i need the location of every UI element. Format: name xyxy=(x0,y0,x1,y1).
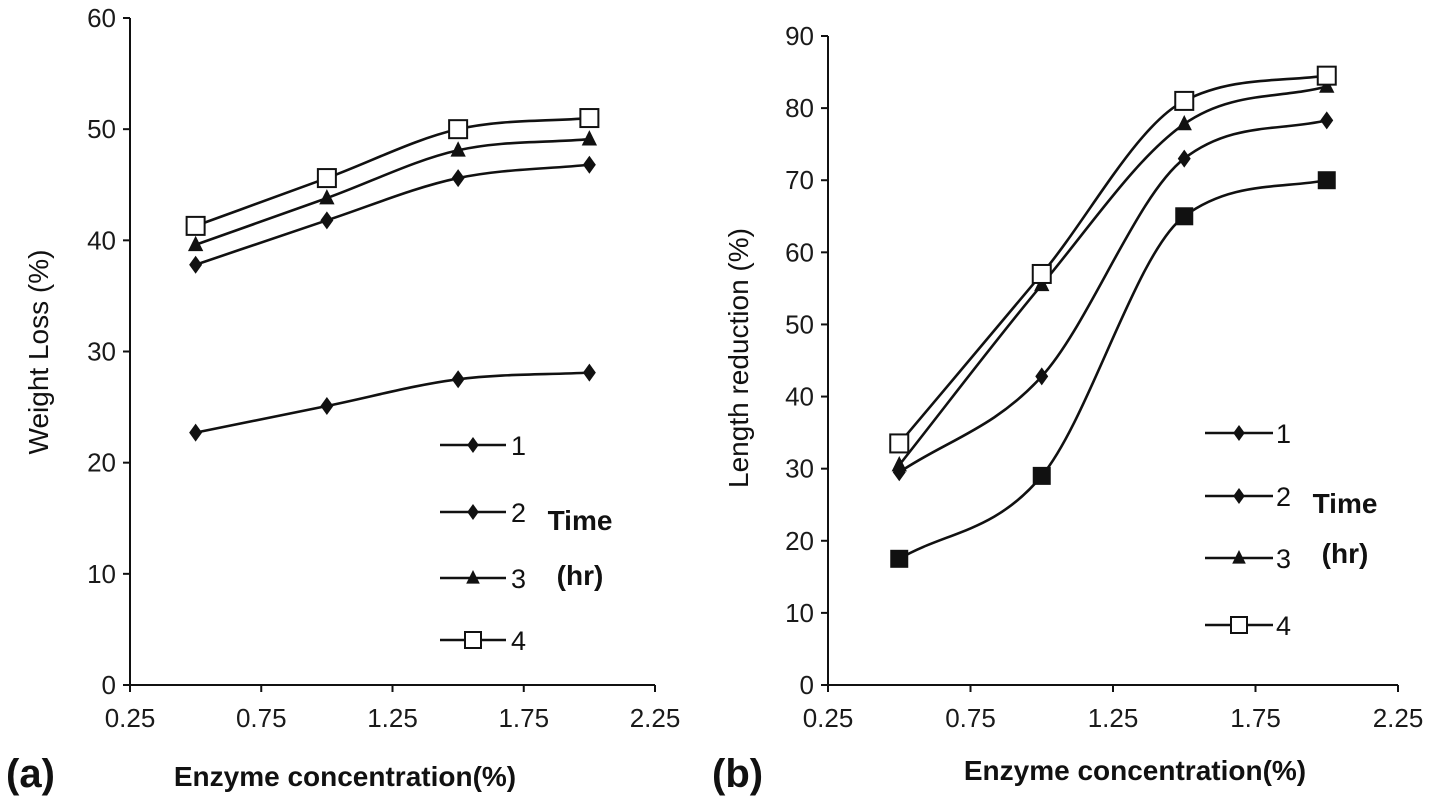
panel-a-chart: 0 10 20 30 40 50 60 0.25 0.75 1.25 1.75 2.25 Enzyme … xyxy=(6,3,680,796)
panel-b-y-tick-label: 90 xyxy=(785,21,814,51)
panel-b-series-1-point xyxy=(1175,207,1194,226)
panel-b-series-4-point xyxy=(1031,263,1052,284)
panel-a-series-3-line xyxy=(195,137,590,247)
panel-b-legend: 1 2 3 4 Time (hr) xyxy=(1205,419,1377,641)
panel-a-series-2-line xyxy=(195,163,590,267)
panel-a-series-3-point xyxy=(187,235,204,252)
panel-a-legend-marker-4 xyxy=(464,631,482,649)
panel-b-series-1-point xyxy=(890,549,909,568)
panel-a-series-1-point xyxy=(320,396,334,415)
panel-a-series-4-point xyxy=(579,108,600,129)
panel-b-series-2-point xyxy=(1320,111,1334,130)
panel-b-y-tick-label: 70 xyxy=(785,165,814,195)
panel-b-y-tick-label: 80 xyxy=(785,93,814,123)
panel-a-series-4-point xyxy=(316,168,337,189)
panel-b-series-1-point xyxy=(1032,466,1051,485)
panel-b-x-tick-label: 0.75 xyxy=(945,703,996,733)
panel-b-series-2-point xyxy=(1035,367,1049,386)
panel-a-x-tick-label: 1.25 xyxy=(367,703,418,733)
panel-b-series-3-point xyxy=(891,456,907,472)
panel-b-series-3-point xyxy=(1176,114,1192,131)
panel-a-x-axis-label: Enzyme concentration(%) xyxy=(174,761,516,792)
panel-a-y-tick-label: 40 xyxy=(87,225,116,255)
panel-b-legend-marker-3 xyxy=(1232,550,1246,564)
panel-a-y-tick-label: 0 xyxy=(102,670,116,700)
panel-a-label: (a) xyxy=(6,752,55,796)
panel-b-x-tick-label: 1.25 xyxy=(1088,703,1139,733)
panel-a-legend-marker-3 xyxy=(466,570,480,584)
panel-b-legend-label-1: 1 xyxy=(1276,419,1291,449)
panel-b-x-tick-label: 0.25 xyxy=(803,703,854,733)
panel-a-series-2-point xyxy=(582,155,596,174)
panel-a-y-axis-label: Weight Loss (%) xyxy=(23,250,54,455)
panel-b-x-tick-label: 1.75 xyxy=(1230,703,1281,733)
panel-a-series-3-point xyxy=(450,141,466,157)
panel-b-legend-label-4: 4 xyxy=(1276,611,1291,641)
panel-b-y-tick-label: 20 xyxy=(785,526,814,556)
panel-a-y-tick-label: 10 xyxy=(87,559,116,589)
panel-b-y-axis-label: Length reduction (%) xyxy=(723,228,754,488)
panel-a-series-2-point xyxy=(320,211,334,230)
panel-b-x-tick-label: 2.25 xyxy=(1373,703,1424,733)
panel-b-legend-label-3: 3 xyxy=(1276,544,1291,574)
panel-a-series-4-point xyxy=(448,119,469,140)
panel-a-legend-label-2: 2 xyxy=(511,498,526,528)
panel-a-legend-label-1: 1 xyxy=(511,431,526,461)
panel-a-y-tick-label: 60 xyxy=(87,3,116,33)
panel-b-y-tick-label: 10 xyxy=(785,598,814,628)
panel-a-series-1-point xyxy=(451,370,465,389)
panel-b-series-1-line xyxy=(898,178,1327,560)
panel-b-y-tick-label: 40 xyxy=(785,382,814,412)
panel-b-legend-marker-1 xyxy=(1233,425,1245,441)
panel-a-x-tick-label: 2.25 xyxy=(630,703,681,733)
panel-a-series-3-point xyxy=(581,130,598,146)
panel-b-y-tick-label: 60 xyxy=(785,237,814,267)
panel-a-legend-label-3: 3 xyxy=(511,564,526,594)
panel-b-series-4-point xyxy=(889,433,910,454)
panel-b-series-4-line xyxy=(898,74,1327,445)
panel-a-series-1-point xyxy=(582,363,596,382)
panel-a-series-1-line xyxy=(195,371,590,434)
panel-b-legend-title: Time xyxy=(1313,488,1378,519)
panel-b-y-tick-label: 0 xyxy=(800,670,814,700)
panel-a-x-tick-label: 0.75 xyxy=(236,703,287,733)
panel-a-legend-title: Time xyxy=(548,505,613,536)
panel-b-x-axis-label: Enzyme concentration(%) xyxy=(964,755,1306,786)
panel-a-y-tick-label: 20 xyxy=(87,448,116,478)
panel-a-series-2-point xyxy=(189,255,203,274)
panel-a-legend: 1 2 3 4 Time (hr) xyxy=(440,431,612,656)
panel-b-y-tick-label: 30 xyxy=(785,454,814,484)
panel-b-legend-marker-4 xyxy=(1230,616,1248,634)
panel-b-series-3-line xyxy=(898,85,1328,466)
panel-a-x-tick-label: 0.25 xyxy=(105,703,156,733)
panel-b-series-4-point xyxy=(1316,65,1337,86)
panel-b-series-2-line xyxy=(898,119,1328,474)
panel-b-series-1-point xyxy=(1317,171,1336,190)
panel-b-legend-title: (hr) xyxy=(1322,538,1369,569)
panel-b-legend-label-2: 2 xyxy=(1276,482,1291,512)
panel-a-y-tick-label: 50 xyxy=(87,114,116,144)
panel-b-legend-marker-2 xyxy=(1233,488,1245,504)
panel-b-y-tick-label: 50 xyxy=(785,309,814,339)
panel-b-series-2-point xyxy=(1177,149,1191,168)
panel-a-series-1-point xyxy=(189,423,203,442)
panel-b-label: (b) xyxy=(712,752,763,796)
panel-b-series-4-point xyxy=(1174,90,1195,111)
panel-a-series-4-point xyxy=(185,215,206,236)
panel-a-legend-marker-1 xyxy=(467,437,479,453)
panel-a-x-tick-label: 1.75 xyxy=(498,703,549,733)
panel-a-legend-label-4: 4 xyxy=(511,626,526,656)
panel-a-series-4-line xyxy=(195,116,590,228)
panel-a-series-3-point xyxy=(319,189,335,205)
panel-a-legend-title: (hr) xyxy=(557,560,604,591)
panel-a-series-2-point xyxy=(451,169,465,188)
panel-a-legend-marker-2 xyxy=(467,504,479,520)
panel-a-y-tick-label: 30 xyxy=(87,337,116,367)
panel-b-chart: 0 10 20 30 40 50 60 70 80 90 0.25 0.75 1.25 1.75 2.25 E… xyxy=(712,21,1423,796)
